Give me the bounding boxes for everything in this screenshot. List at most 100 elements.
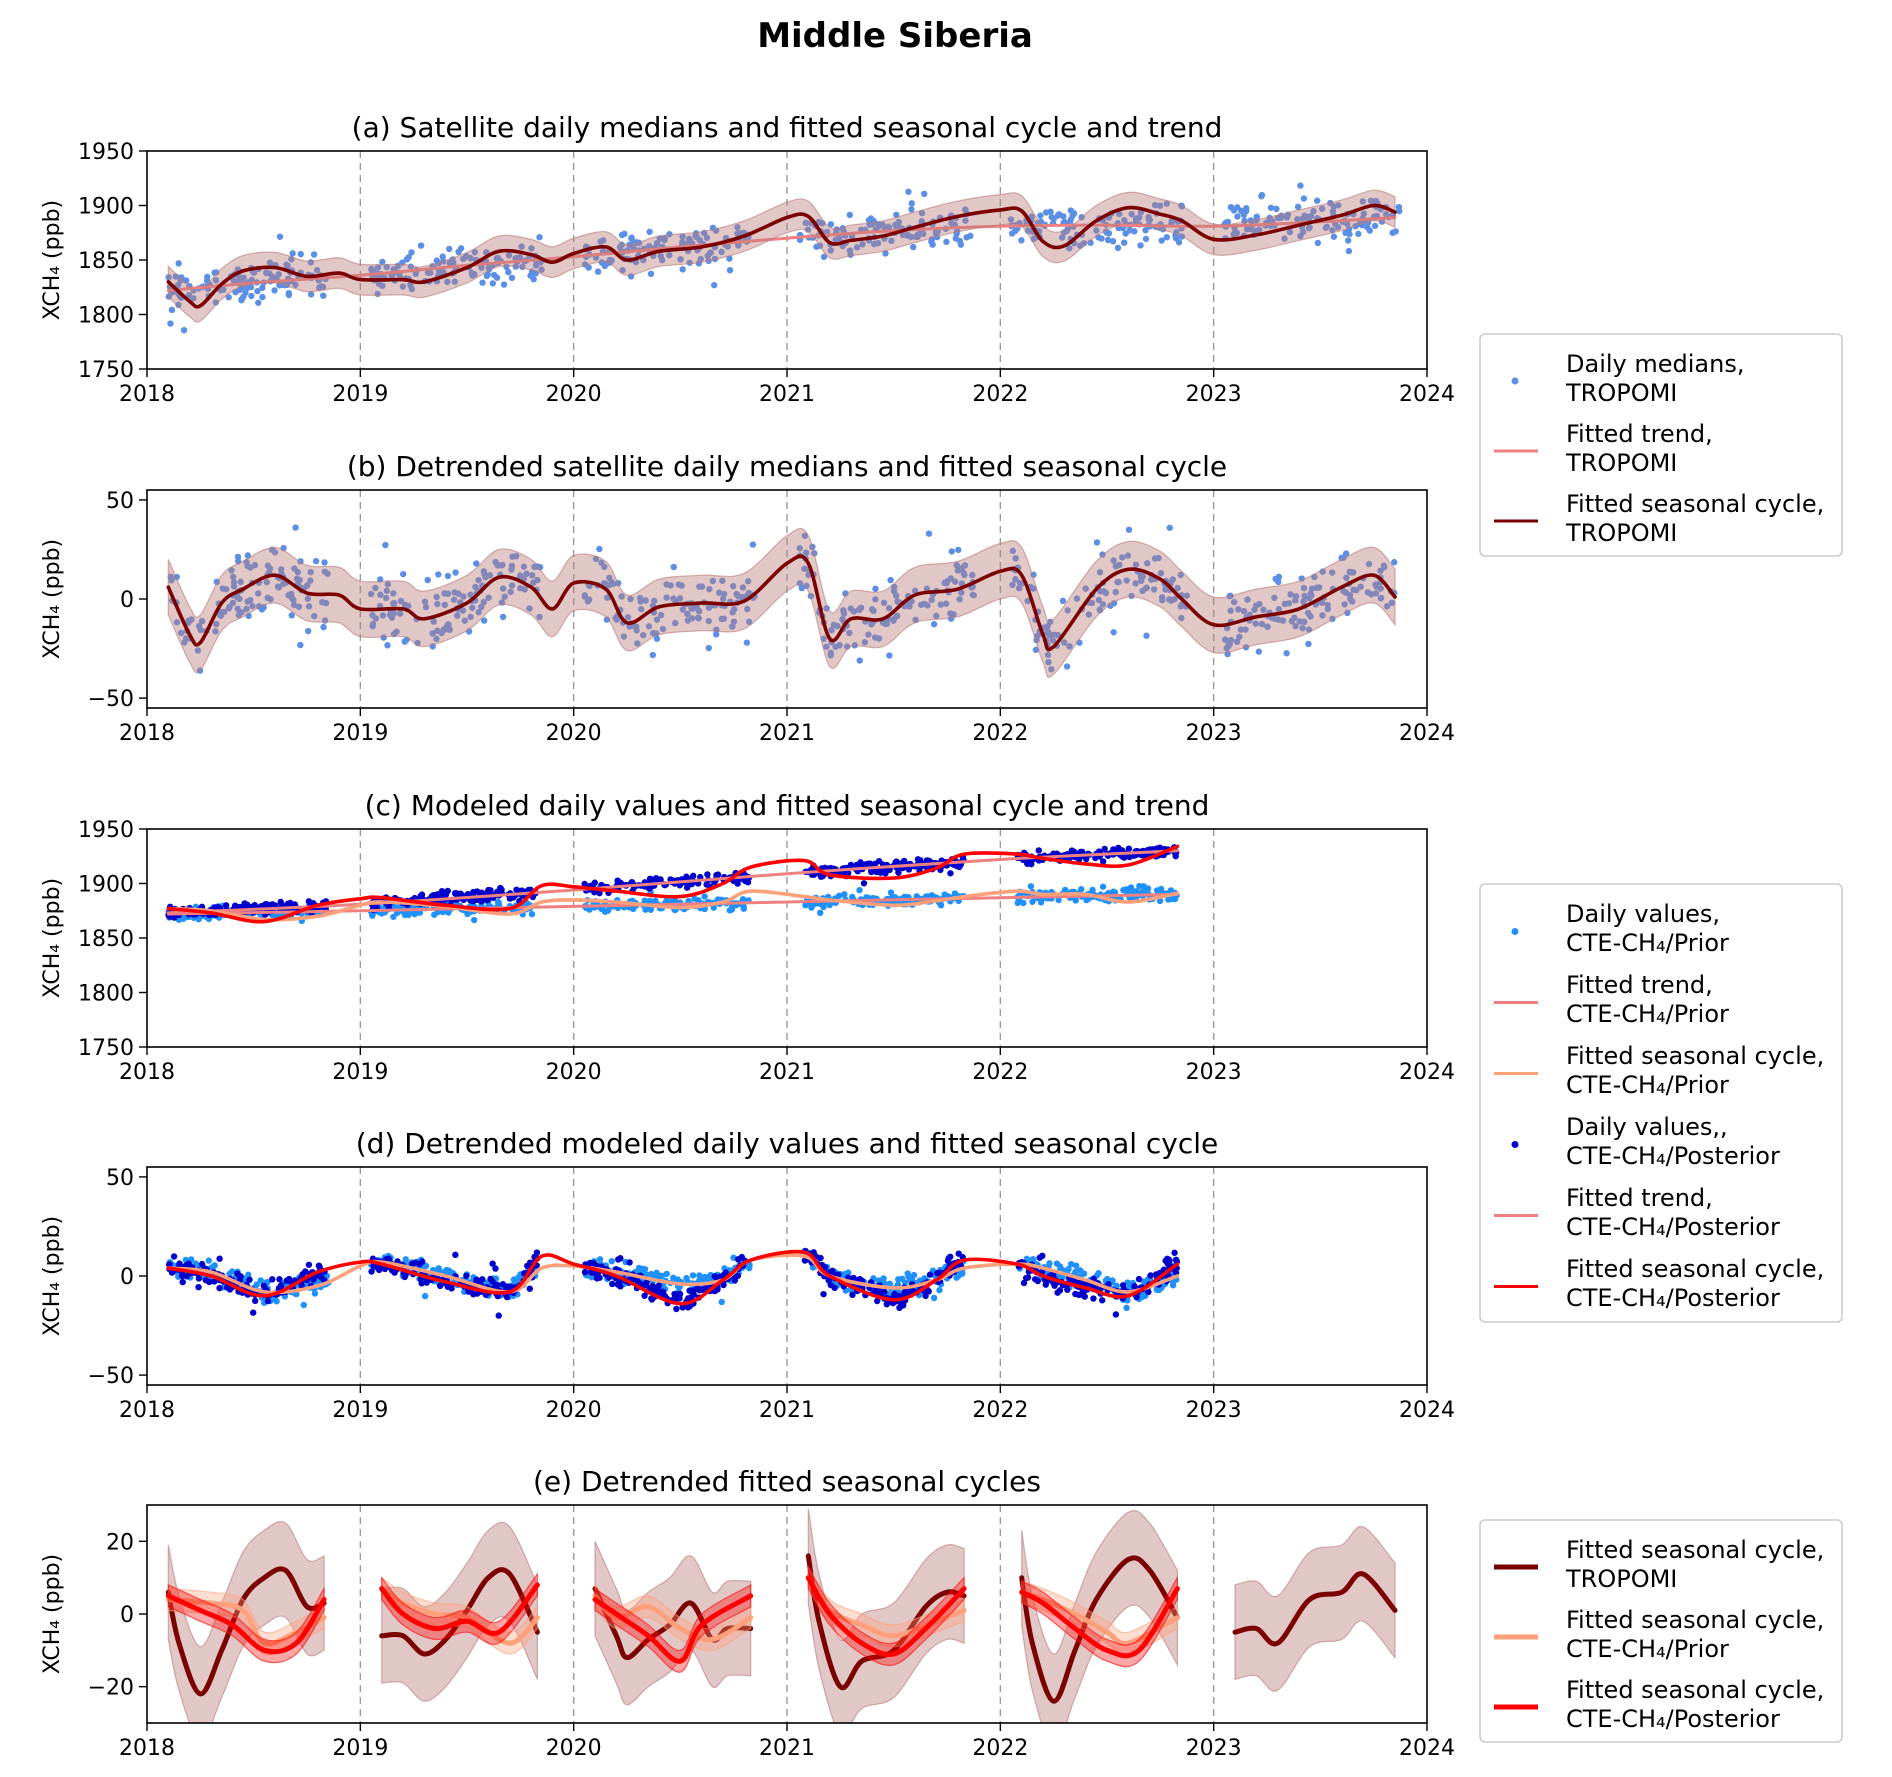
data-point (921, 190, 928, 198)
tropomi-daily-medians (367, 541, 544, 650)
data-point (1024, 597, 1031, 605)
data-point (429, 630, 436, 637)
data-point (726, 255, 733, 262)
data-point (1042, 209, 1050, 216)
legend-label: Daily values, (1566, 900, 1720, 928)
data-point (1258, 620, 1266, 628)
data-point (1024, 860, 1031, 867)
data-point (673, 1305, 680, 1313)
data-point (536, 613, 543, 621)
data-point (249, 602, 256, 610)
data-point (1066, 643, 1073, 650)
data-point (226, 1270, 233, 1278)
data-point (311, 612, 318, 620)
data-point (1372, 590, 1380, 597)
data-point (820, 635, 827, 642)
data-point (1367, 197, 1375, 205)
data-point (1065, 1265, 1072, 1273)
data-point (1172, 852, 1179, 860)
data-point (212, 277, 220, 284)
data-point (321, 559, 328, 566)
seasonal-cycle-line-tropomi (1019, 1555, 1180, 1704)
data-point (222, 902, 230, 909)
x-tick-label: 2024 (1399, 1398, 1455, 1423)
data-point (655, 1282, 662, 1289)
data-point (895, 218, 903, 226)
data-point (1372, 581, 1379, 588)
data-point (1391, 559, 1398, 566)
data-point (706, 1273, 713, 1280)
data-point (846, 629, 853, 637)
data-point (304, 595, 312, 602)
data-point (832, 643, 839, 650)
legend-label: CTE-CH₄/Prior (1566, 1071, 1729, 1099)
x-tick-label: 2023 (1186, 1736, 1242, 1761)
data-point (379, 258, 386, 266)
panel-title: (d) Detrended modeled daily values and f… (356, 1127, 1219, 1160)
data-point (1114, 578, 1121, 586)
data-point (1147, 1272, 1154, 1279)
data-point (166, 1261, 173, 1268)
data-point (399, 570, 407, 578)
data-point (922, 1292, 929, 1300)
data-point (1145, 216, 1152, 223)
data-point (1258, 192, 1265, 200)
data-point (817, 873, 825, 880)
plot-area (165, 151, 1403, 369)
data-point (695, 897, 702, 904)
data-point (830, 621, 837, 629)
data-point (1067, 1260, 1075, 1268)
data-point (1034, 1277, 1042, 1285)
data-point (861, 639, 869, 646)
data-point (489, 1260, 496, 1267)
data-point (1355, 230, 1362, 238)
data-point (1172, 1269, 1180, 1276)
data-point (1110, 557, 1117, 564)
y-tick-label: 0 (120, 1603, 134, 1628)
data-point (526, 605, 533, 612)
data-point (435, 571, 442, 578)
data-point (1085, 611, 1093, 618)
data-point (408, 249, 415, 256)
data-point (1388, 599, 1395, 606)
data-point (472, 583, 479, 591)
data-point (271, 549, 279, 556)
data-point (645, 623, 653, 630)
data-point (312, 557, 320, 565)
data-point (904, 1270, 911, 1277)
data-point (1238, 207, 1245, 215)
data-point (704, 871, 711, 878)
data-point (1165, 596, 1173, 603)
data-point (1093, 539, 1101, 546)
data-point (220, 286, 227, 293)
data-point (460, 593, 467, 600)
data-point (369, 623, 376, 630)
data-point (637, 598, 644, 605)
data-point (1123, 1304, 1130, 1312)
data-point (1395, 203, 1403, 211)
seasonal-cycle-line-prior (1019, 1589, 1180, 1647)
data-point (742, 877, 749, 885)
data-point (850, 608, 858, 615)
data-point (530, 276, 537, 283)
data-point (1157, 570, 1165, 577)
y-tick-label: 50 (106, 489, 134, 514)
data-point (963, 234, 970, 241)
legend-label: CTE-CH₄/Posterior (1566, 1142, 1780, 1170)
legend-entry: Fitted trend,CTE-CH₄/Posterior (1494, 1184, 1780, 1241)
data-point (390, 630, 398, 638)
data-point (720, 615, 728, 622)
data-point (1125, 526, 1133, 533)
data-point (508, 274, 516, 282)
legend-marker (1511, 377, 1519, 385)
data-point (287, 899, 294, 907)
data-point (213, 620, 220, 628)
data-point (1294, 215, 1301, 223)
data-point (1089, 886, 1096, 894)
data-point (658, 1272, 666, 1279)
data-point (179, 1278, 186, 1286)
data-point (947, 1253, 954, 1261)
data-point (1158, 594, 1166, 601)
data-point (900, 857, 908, 865)
data-point (1109, 1277, 1116, 1284)
